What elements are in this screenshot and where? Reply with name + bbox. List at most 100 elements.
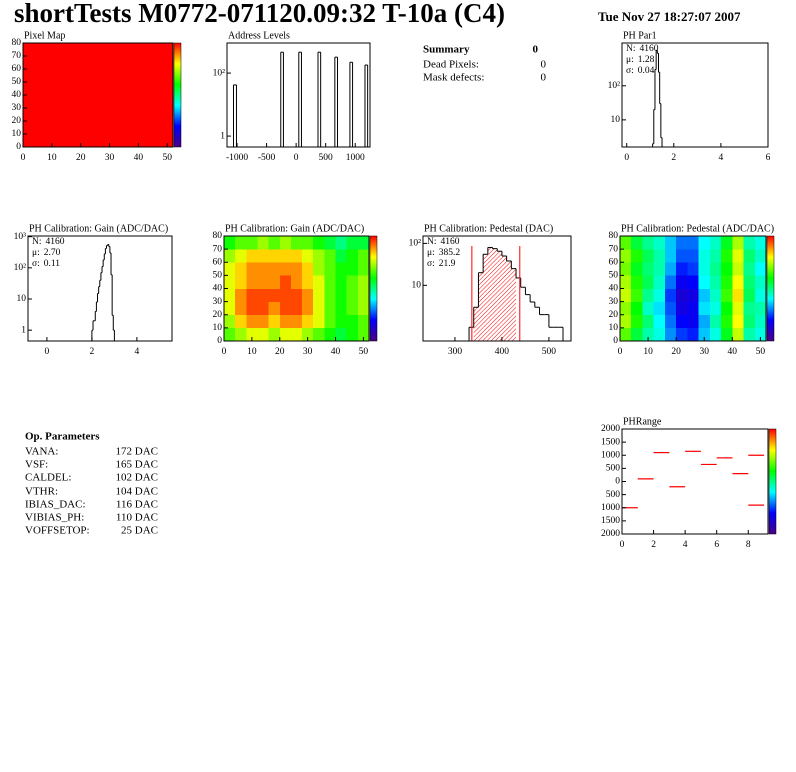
heatmap-cell [631, 275, 643, 289]
heatmap-cell [279, 262, 292, 276]
stats-value: 1.28 [638, 55, 655, 65]
x-tick-label: 6 [766, 153, 771, 163]
heatmap-cell [698, 262, 711, 276]
x-tick-label: 20 [671, 347, 681, 357]
heatmap-cell [754, 236, 767, 250]
summary-total: 0 [533, 44, 539, 56]
x-tick-label: 20 [275, 347, 285, 357]
heatmap-cell [224, 327, 236, 342]
heatmap-cell [324, 262, 336, 276]
heatmap-cell [743, 262, 756, 276]
stats-label: N: [626, 44, 636, 54]
stats-entry: μ: 385.2 [427, 248, 460, 258]
heatmap-cell [246, 301, 258, 316]
x-tick-label: 30 [105, 153, 115, 163]
op-name: CALDEL: [25, 472, 71, 484]
heatmap-cell [676, 288, 688, 302]
heatmap-cell [335, 262, 347, 276]
x-tick-label: 0 [624, 153, 629, 163]
heatmap-cell [313, 236, 325, 250]
heatmap-cell [709, 249, 722, 263]
heatmap-cell [642, 314, 654, 329]
color-bar [173, 42, 182, 148]
hatch-fill [497, 251, 502, 341]
heatmap-cell [313, 262, 325, 276]
heatmap-cell [676, 327, 688, 342]
color-bar [369, 235, 378, 342]
stats-value: 4160 [640, 44, 659, 54]
heatmap-cell [709, 314, 722, 329]
heatmap-cell [346, 262, 359, 276]
y-tick-label: 10² [409, 239, 422, 249]
heatmap-cell [664, 314, 677, 329]
heatmap-cell [721, 249, 733, 263]
heatmap-cell [676, 314, 688, 329]
stats-value: 21.9 [439, 259, 456, 269]
heatmap-cell [324, 314, 336, 329]
heatmap-cell [357, 249, 370, 263]
x-tick-label: 40 [134, 153, 144, 163]
x-tick-label: 10 [643, 347, 653, 357]
heatmap-cell [290, 236, 303, 250]
stats-entry: σ: 21.9 [427, 259, 456, 269]
heatmap-cell [620, 249, 632, 263]
y-tick-label: 50 [12, 77, 22, 87]
heatmap-cell [257, 327, 269, 342]
heatmap-cell [313, 301, 325, 316]
x-tick-label: 1000 [346, 153, 365, 163]
stats-entry: μ: 2.70 [32, 248, 61, 258]
heatmap-cell [346, 327, 359, 342]
x-tick-label: 50 [162, 153, 172, 163]
heatmap-cell [631, 249, 643, 263]
heatmap-cell [290, 301, 303, 316]
heatmap-cell [335, 301, 347, 316]
heatmap-cell [653, 314, 666, 329]
heatmap-cell [709, 236, 722, 250]
y-tick-label: 40 [12, 90, 22, 100]
heatmap-cell [631, 301, 643, 316]
heatmap-cell [257, 275, 269, 289]
heatmap-cell [642, 249, 654, 263]
y-tick-label: 0 [615, 477, 620, 487]
y-tick-label: 40 [609, 284, 619, 294]
x-tick-label: 500 [542, 347, 557, 357]
heatmap-cell [676, 249, 688, 263]
y-tick-label: 1500 [601, 516, 620, 526]
heatmap-cell [687, 275, 699, 289]
heatmap-cell [235, 288, 247, 302]
heatmap-cell [754, 275, 767, 289]
stats-label: μ: [626, 55, 634, 65]
summary-label: Dead Pixels: [423, 59, 479, 71]
heatmap-cell [664, 249, 677, 263]
heatmap-cell [754, 314, 767, 329]
heatmap-cell [676, 262, 688, 276]
y-tick-label: 10 [213, 323, 223, 333]
x-tick-label: 40 [728, 347, 738, 357]
x-tick-label: 40 [331, 347, 341, 357]
heatmap-cell [324, 288, 336, 302]
heatmap-cell [642, 262, 654, 276]
heatmap-cell [754, 249, 767, 263]
heatmap-cell [302, 314, 314, 329]
hatch-fill [501, 256, 507, 341]
heatmap-cell [235, 275, 247, 289]
heatmap-cell [721, 288, 733, 302]
heatmap-cell [664, 262, 677, 276]
hatch-fill [492, 248, 498, 341]
heatmap-cell [235, 262, 247, 276]
heatmap-cell [357, 327, 370, 342]
heatmap-cell [235, 327, 247, 342]
heatmap-cell [357, 236, 370, 250]
stats-value: 4160 [441, 237, 460, 247]
x-tick-label: 2 [651, 540, 656, 550]
y-tick-label: 10 [12, 129, 22, 139]
heatmap-cell [302, 327, 314, 342]
heatmap-cell [732, 262, 744, 276]
heatmap-cell [653, 301, 666, 316]
page-date: Tue Nov 27 18:27:07 2007 [598, 9, 741, 24]
heatmap-cell [732, 301, 744, 316]
heatmap-cell [721, 301, 733, 316]
heatmap-cell [698, 288, 711, 302]
stats-entry: μ: 1.28 [626, 55, 655, 65]
heatmap-cell [698, 314, 711, 329]
